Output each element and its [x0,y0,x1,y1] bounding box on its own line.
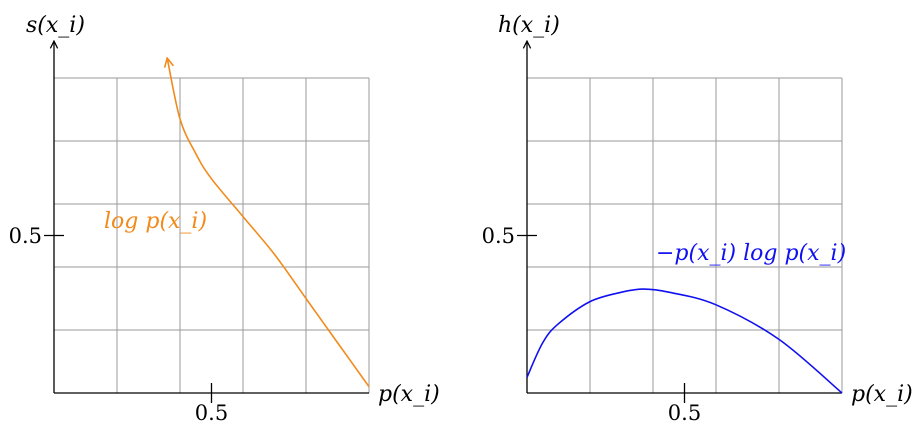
chart-right: 0.5 0.5 h(x_i) p(x_i) −p(x_i) log p(x_i) [482,13,913,425]
chart-left: 0.5 0.5 s(x_i) p(x_i) log p(x_i) [9,13,440,425]
x-axis-label-right: p(x_i) [851,382,913,407]
x-tick-label-right: 0.5 [668,401,701,425]
y-tick-label-right: 0.5 [482,224,515,248]
series-entropy [526,288,843,394]
x-tick-label-left: 0.5 [195,401,228,425]
x-axis-label-left: p(x_i) [378,382,440,407]
y-axis-label-left: s(x_i) [26,13,85,38]
series-label-log-p: log p(x_i) [104,209,207,234]
grid-left [54,77,370,393]
y-axis-label-right: h(x_i) [498,13,560,38]
series-log-p [167,59,370,388]
y-tick-label-left: 0.5 [9,224,42,248]
grid-right [527,77,843,393]
series-label-entropy: −p(x_i) log p(x_i) [656,241,846,266]
